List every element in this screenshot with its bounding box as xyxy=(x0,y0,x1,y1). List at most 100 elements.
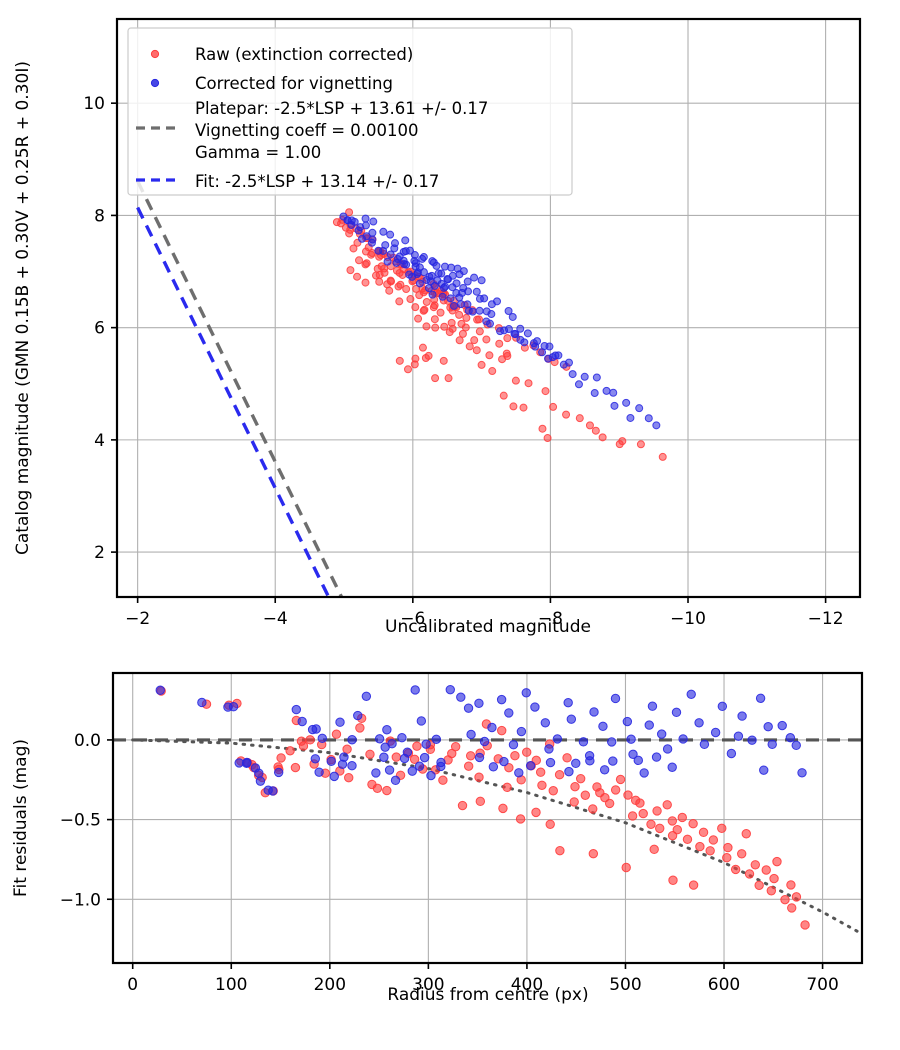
data-point xyxy=(353,272,362,281)
bottom-plot-xlabel: Radius from centre (px) xyxy=(387,985,588,1005)
data-point xyxy=(375,277,384,286)
data-point xyxy=(563,697,573,708)
data-point xyxy=(588,848,599,859)
bottom-plot-ylabel: Fit residuals (mag) xyxy=(11,739,31,897)
bottom-plot-frame xyxy=(111,671,864,965)
data-point xyxy=(411,303,420,312)
legend-label-platepar-3: Gamma = 1.00 xyxy=(195,143,321,162)
data-point xyxy=(523,329,532,338)
data-point xyxy=(228,702,239,712)
data-point xyxy=(516,335,525,344)
data-point xyxy=(652,806,662,816)
data-point xyxy=(538,424,547,433)
data-point xyxy=(628,749,638,760)
data-point xyxy=(402,285,411,294)
data-point xyxy=(349,244,358,253)
bottom-xtick-label: 400 xyxy=(511,975,543,995)
data-point xyxy=(436,308,445,317)
data-point xyxy=(487,722,497,733)
data-point xyxy=(468,307,477,316)
data-point xyxy=(622,716,633,727)
data-point xyxy=(502,782,512,793)
data-point xyxy=(797,768,807,778)
data-point xyxy=(463,703,474,713)
data-point xyxy=(544,744,554,754)
data-point xyxy=(372,783,383,794)
data-point xyxy=(559,360,568,369)
data-point xyxy=(504,762,514,773)
data-point xyxy=(667,816,678,826)
data-point xyxy=(549,402,558,411)
data-point xyxy=(562,753,572,763)
data-point xyxy=(361,691,372,702)
data-point xyxy=(474,772,484,782)
data-point xyxy=(599,765,610,775)
data-point xyxy=(522,747,532,757)
data-point xyxy=(470,273,479,282)
data-point xyxy=(578,737,589,747)
data-point xyxy=(355,256,364,265)
data-point xyxy=(635,404,644,413)
data-point xyxy=(410,685,420,695)
data-point xyxy=(667,762,677,772)
top-ytick-label: 6 xyxy=(94,319,105,339)
data-point xyxy=(644,414,653,423)
data-point xyxy=(421,739,431,749)
data-point xyxy=(548,786,558,796)
data-point xyxy=(591,426,600,435)
data-point xyxy=(688,819,698,829)
top-plot-data-points xyxy=(332,208,667,461)
data-point xyxy=(297,716,307,727)
data-point xyxy=(437,279,446,288)
data-point xyxy=(487,310,496,319)
data-point xyxy=(420,305,429,314)
data-point xyxy=(470,336,479,345)
top-ytick-label: 10 xyxy=(83,94,105,114)
data-point xyxy=(395,356,404,365)
data-point xyxy=(350,217,359,226)
data-point xyxy=(241,758,252,769)
data-point xyxy=(379,227,388,236)
data-point xyxy=(347,761,357,771)
data-point xyxy=(346,266,355,275)
data-point xyxy=(552,734,563,744)
data-point xyxy=(475,796,486,807)
data-point xyxy=(755,693,766,703)
data-point xyxy=(290,762,301,773)
data-point xyxy=(521,688,531,698)
data-point xyxy=(786,880,796,890)
data-point xyxy=(439,356,448,365)
data-point xyxy=(472,287,481,296)
bottom-plot-data-points xyxy=(155,684,810,930)
data-point xyxy=(426,277,435,286)
data-point xyxy=(406,295,415,304)
bottom-plot-background xyxy=(113,673,862,963)
data-point xyxy=(450,741,461,752)
data-point xyxy=(626,413,635,422)
data-point xyxy=(452,279,461,288)
data-point xyxy=(511,376,520,385)
top-plot-fit-lines xyxy=(136,180,344,598)
data-point xyxy=(436,757,446,768)
data-point xyxy=(574,380,583,389)
data-point xyxy=(530,702,540,712)
data-point xyxy=(730,864,741,875)
top-xtick-label: −2 xyxy=(125,609,150,629)
data-point xyxy=(761,865,771,875)
data-point xyxy=(535,767,546,777)
bottom-xtick-label: 700 xyxy=(806,975,838,995)
data-point xyxy=(276,753,286,763)
data-point xyxy=(688,880,699,890)
data-point xyxy=(407,766,417,776)
data-point xyxy=(662,744,673,754)
data-point xyxy=(332,218,341,227)
data-point xyxy=(750,860,760,870)
data-point xyxy=(155,685,165,695)
data-point xyxy=(744,869,755,879)
bottom-ytick-label: −1.0 xyxy=(60,890,101,910)
bottom-xtick-label: 0 xyxy=(127,975,138,995)
data-point xyxy=(705,846,715,856)
data-point xyxy=(519,403,528,412)
top-plot-legend: Raw (extinction corrected) Corrected for… xyxy=(127,27,573,196)
data-point xyxy=(569,797,579,807)
